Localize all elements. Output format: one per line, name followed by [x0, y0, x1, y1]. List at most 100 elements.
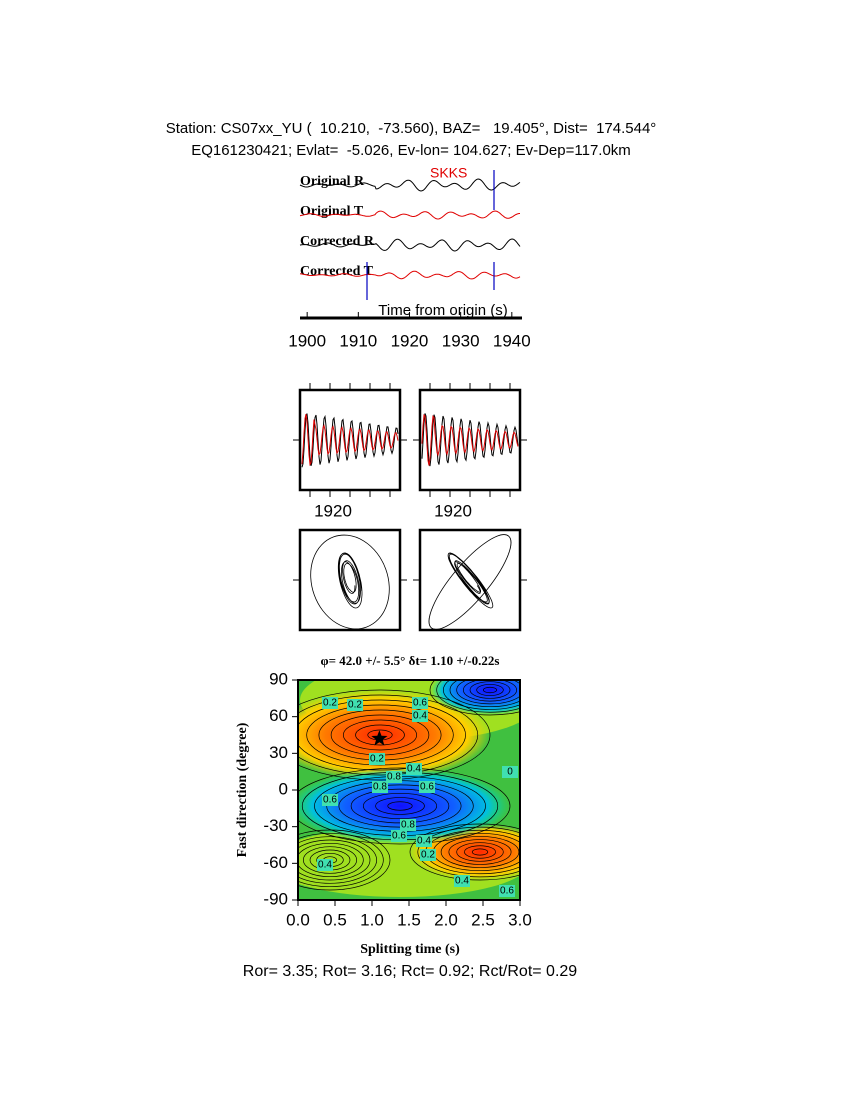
- particle-motion: [428, 534, 512, 630]
- contour-label-bg: [412, 710, 428, 722]
- contour-label: 0.6: [392, 831, 406, 842]
- contour-label: 0.6: [420, 782, 434, 793]
- window-trace: [421, 414, 519, 466]
- contour-label-bg: [454, 875, 470, 887]
- contour-line: [302, 846, 358, 874]
- contour-line: [298, 829, 391, 891]
- contour-label: 0.6: [323, 795, 337, 806]
- contour-label: 0.6: [500, 886, 514, 897]
- contour-label-bg: [499, 885, 515, 897]
- x-tick-label: 0.5: [323, 910, 347, 929]
- y-tick-label: 60: [269, 706, 288, 725]
- y-tick-label: 90: [269, 669, 288, 688]
- trace-label: Corrected T: [300, 264, 374, 279]
- trace: [299, 210, 520, 220]
- contour-label: 0.6: [413, 698, 427, 709]
- contour-label-bg: [317, 859, 333, 871]
- particle-motion: [447, 552, 494, 609]
- contour-label: 0.4: [417, 836, 431, 847]
- contour-fill: [298, 690, 490, 780]
- window-trace: [301, 413, 399, 468]
- contour-label-bg: [412, 697, 428, 709]
- contour-line: [375, 797, 425, 815]
- contour-line: [469, 681, 511, 699]
- contour-line: [362, 792, 438, 820]
- x-tick-label: 0.0: [286, 910, 310, 929]
- x-tick-label: 2.0: [434, 910, 458, 929]
- y-tick-label: 0: [279, 779, 288, 798]
- contour-label: 0.8: [387, 772, 401, 783]
- contour-line: [298, 689, 491, 781]
- window-box: [418, 388, 522, 492]
- x-tick-label: 1910: [339, 331, 377, 350]
- x-tick-label: 1.0: [360, 910, 384, 929]
- trace: [299, 178, 521, 192]
- contour-label: 0.4: [413, 711, 427, 722]
- contour-label: 0.4: [318, 860, 332, 871]
- y-axis-label: Fast direction (degree): [235, 722, 250, 857]
- contour-line: [298, 842, 364, 878]
- contour-label-bg: [347, 699, 363, 711]
- y-tick-label: -30: [263, 816, 288, 835]
- x-tick-label: 1920: [434, 501, 472, 520]
- y-tick-label: -60: [263, 853, 288, 872]
- x-tick-label: 3.0: [508, 910, 532, 929]
- contour-line: [442, 680, 520, 710]
- contour-line: [482, 686, 498, 694]
- particle-motion: [337, 552, 363, 609]
- y-tick-label: -90: [263, 889, 288, 908]
- contour-line: [298, 839, 371, 881]
- trace: [299, 270, 521, 280]
- contour-label-bg: [322, 697, 338, 709]
- contour-line: [449, 680, 520, 708]
- x-tick-label: 2.5: [471, 910, 495, 929]
- contour-line: [436, 680, 520, 713]
- trace-label: Original T: [300, 204, 364, 219]
- contour-line: [298, 836, 378, 884]
- contour-line: [448, 839, 512, 865]
- contour-line: [429, 680, 520, 716]
- window-trace: [301, 413, 399, 467]
- contour-line: [440, 836, 520, 868]
- contour-line: [298, 767, 511, 845]
- header-line: EQ161230421; Evlat= -5.026, Ev-lon= 104.…: [191, 142, 631, 159]
- window-trace: [421, 413, 519, 467]
- contour-line: [456, 680, 520, 705]
- contour-label-bg: [502, 766, 518, 778]
- contour-label-bg: [406, 763, 422, 775]
- contour-label-bg: [419, 781, 435, 793]
- contour-label: 0.4: [407, 764, 421, 775]
- trace-label: Original R: [300, 174, 365, 189]
- particle-box: [418, 528, 522, 632]
- y-tick-label: 30: [269, 743, 288, 762]
- contour-label: 0.2: [348, 700, 362, 711]
- x-tick-label: 1920: [314, 501, 352, 520]
- contour-line: [298, 699, 466, 771]
- contour-line: [476, 684, 504, 696]
- contour-label: 0.2: [421, 850, 435, 861]
- x-tick-label: 1920: [391, 331, 429, 350]
- contour-line: [471, 848, 489, 856]
- contour-field: [298, 680, 520, 900]
- contour-line: [342, 719, 418, 751]
- contour-line: [409, 823, 520, 881]
- particle-box: [298, 528, 402, 632]
- x-tick-label: 1900: [288, 331, 326, 350]
- contour-line: [462, 680, 518, 702]
- contour-label: 0.4: [455, 876, 469, 887]
- contour-line: [417, 826, 520, 878]
- contour-line: [298, 694, 479, 776]
- contour-line: [456, 842, 504, 862]
- contour-label-bg: [386, 771, 402, 783]
- contour-label: 0.8: [401, 820, 415, 831]
- contour-line: [464, 845, 496, 859]
- x-axis-label: Time from origin (s): [378, 302, 507, 319]
- x-axis-label: Splitting time (s): [360, 942, 460, 957]
- contour-label: 0.2: [323, 698, 337, 709]
- phase-label: SKKS: [430, 165, 467, 181]
- contour-line: [387, 801, 413, 811]
- trace: [299, 238, 521, 252]
- contour-title: φ= 42.0 +/- 5.5° δt= 1.10 +/-0.22s: [321, 653, 500, 668]
- contour-label-bg: [372, 781, 388, 793]
